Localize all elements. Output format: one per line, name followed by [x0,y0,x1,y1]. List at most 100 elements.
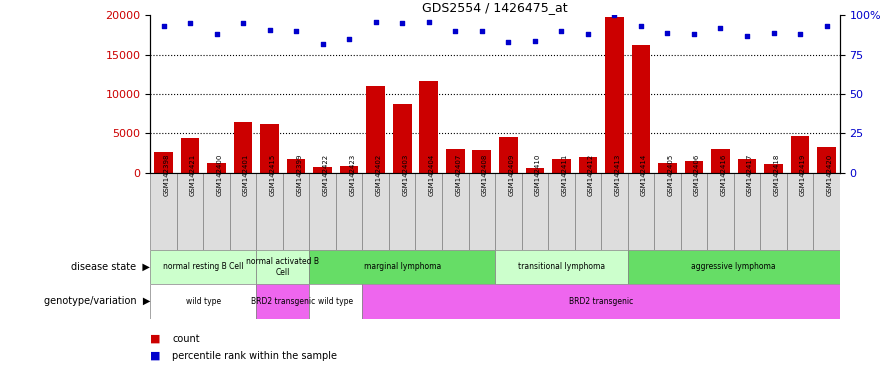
Bar [685,161,704,173]
Text: GSM142413: GSM142413 [614,154,621,196]
Text: GSM142401: GSM142401 [243,154,249,196]
Bar [256,284,309,319]
Text: GSM142407: GSM142407 [455,154,461,196]
Text: GSM142417: GSM142417 [747,154,753,196]
Text: GSM142402: GSM142402 [376,154,382,196]
Point [263,26,277,33]
Point [740,33,754,39]
Text: aggressive lymphoma: aggressive lymphoma [691,262,776,271]
Bar [446,149,465,173]
Bar [579,157,598,173]
Bar [628,173,654,250]
Bar [818,147,836,173]
Bar [256,250,309,284]
Bar [791,136,810,173]
Point [156,23,171,30]
Text: ■: ■ [150,351,161,361]
Bar [389,173,415,250]
Bar [787,173,813,250]
Point [448,28,462,34]
Bar [393,104,412,173]
Bar [712,149,730,173]
Text: GSM142422: GSM142422 [323,154,329,196]
Text: transitional lymphoma: transitional lymphoma [518,262,605,271]
Text: ■: ■ [150,334,161,344]
Text: GSM142412: GSM142412 [588,154,594,196]
Title: GDS2554 / 1426475_at: GDS2554 / 1426475_at [423,1,568,14]
Bar [499,137,518,173]
Point [342,36,356,42]
Bar [738,159,757,173]
Bar [575,173,601,250]
Text: percentile rank within the sample: percentile rank within the sample [172,351,338,361]
Text: count: count [172,334,200,344]
Text: wild type: wild type [318,297,354,306]
Text: GSM142411: GSM142411 [561,154,568,196]
Bar [256,173,283,250]
Bar [340,166,359,173]
Bar [181,138,200,173]
Text: GSM142414: GSM142414 [641,154,647,196]
Bar [283,173,309,250]
Text: GSM142400: GSM142400 [217,154,223,196]
Bar [287,159,306,173]
Bar [233,122,253,173]
Text: GSM142418: GSM142418 [774,154,780,196]
Bar [654,173,681,250]
Point [766,30,781,36]
Point [634,23,648,30]
Text: GSM142419: GSM142419 [800,154,806,196]
Text: wild type: wild type [186,297,221,306]
Bar [362,173,389,250]
Point [316,41,330,47]
Text: disease state  ▶: disease state ▶ [72,262,150,272]
Bar [760,173,787,250]
Text: GSM142405: GSM142405 [667,154,674,196]
Text: normal resting B Cell: normal resting B Cell [163,262,244,271]
Bar [150,250,256,284]
Bar [420,81,438,173]
Text: GSM142398: GSM142398 [164,154,170,196]
Bar [367,86,385,173]
Bar [765,164,783,173]
Bar [177,173,203,250]
Bar [548,173,575,250]
Point [475,28,489,34]
Text: GSM142409: GSM142409 [508,154,514,196]
Text: normal activated B
Cell: normal activated B Cell [247,257,319,276]
Text: genotype/variation  ▶: genotype/variation ▶ [44,296,150,306]
Point [554,28,568,34]
Point [660,30,674,36]
Bar [362,284,840,319]
Bar [522,173,548,250]
Bar [632,45,651,173]
Bar [473,150,492,173]
Point [687,31,701,37]
Bar [707,173,734,250]
Text: GSM142420: GSM142420 [827,154,833,196]
Bar [658,162,677,173]
Bar [606,17,624,173]
Bar [495,250,628,284]
Bar [309,250,495,284]
Point [819,23,834,30]
Text: GSM142406: GSM142406 [694,154,700,196]
Bar [150,284,256,319]
Bar [207,163,226,173]
Text: BRD2 transgenic: BRD2 transgenic [569,297,633,306]
Text: GSM142421: GSM142421 [190,154,196,196]
Text: GSM142404: GSM142404 [429,154,435,196]
Text: marginal lymphoma: marginal lymphoma [363,262,441,271]
Bar [261,124,279,173]
Bar [495,173,522,250]
Bar [552,159,571,173]
Bar [442,173,469,250]
Bar [415,173,442,250]
Point [501,39,515,45]
Bar [230,173,256,250]
Text: GSM142403: GSM142403 [402,154,408,196]
Bar [681,173,707,250]
Bar [628,250,840,284]
Point [236,20,250,26]
Bar [469,173,495,250]
